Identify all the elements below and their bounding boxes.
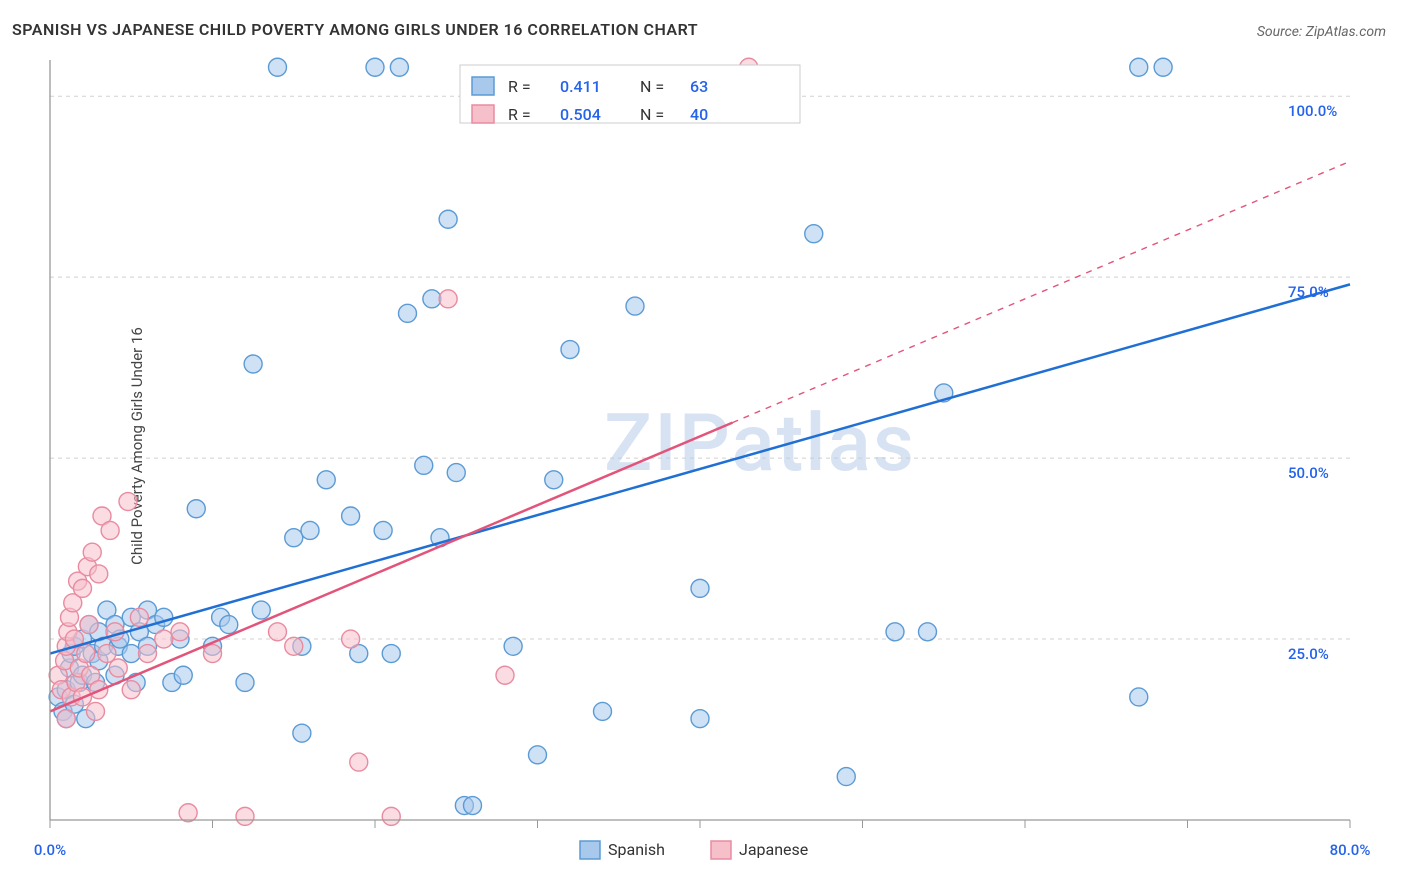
data-point — [1130, 58, 1148, 76]
data-point — [204, 645, 222, 663]
regression-line — [50, 284, 1350, 653]
data-point — [244, 355, 262, 373]
data-point — [447, 464, 465, 482]
legend-n-value: 63 — [690, 77, 708, 96]
watermark: ZIPatlas — [604, 396, 916, 490]
bottom-legend-swatch — [711, 841, 731, 859]
data-point — [269, 58, 287, 76]
data-point — [87, 702, 105, 720]
data-point — [220, 616, 238, 634]
legend-n-value: 40 — [690, 105, 708, 124]
data-point — [1130, 688, 1148, 706]
data-point — [179, 804, 197, 822]
legend-n-label: N = — [640, 105, 664, 124]
legend-n-label: N = — [640, 77, 664, 96]
data-point — [74, 579, 92, 597]
data-point — [187, 500, 205, 518]
data-point — [285, 637, 303, 655]
data-point — [1154, 58, 1172, 76]
data-point — [139, 645, 157, 663]
data-point — [269, 623, 287, 641]
data-point — [691, 710, 709, 728]
data-point — [252, 601, 270, 619]
data-point — [122, 681, 140, 699]
regression-line — [50, 423, 733, 712]
data-point — [342, 507, 360, 525]
data-point — [390, 58, 408, 76]
data-point — [382, 645, 400, 663]
legend-r-value: 0.504 — [560, 105, 601, 124]
data-point — [171, 623, 189, 641]
legend-r-label: R = — [508, 77, 531, 96]
data-point — [529, 746, 547, 764]
data-point — [155, 630, 173, 648]
bottom-legend-swatch — [580, 841, 600, 859]
data-point — [691, 579, 709, 597]
data-point — [236, 673, 254, 691]
data-point — [439, 290, 457, 308]
data-point — [174, 666, 192, 684]
data-point — [496, 666, 514, 684]
data-point — [83, 543, 101, 561]
data-point — [342, 630, 360, 648]
data-point — [57, 710, 75, 728]
data-point — [285, 529, 303, 547]
data-point — [545, 471, 563, 489]
regression-line-dashed — [733, 161, 1351, 422]
data-point — [423, 290, 441, 308]
data-point — [886, 623, 904, 641]
y-tick-label: 100.0% — [1288, 102, 1337, 120]
data-point — [561, 341, 579, 359]
data-point — [293, 724, 311, 742]
data-point — [90, 565, 108, 583]
data-point — [122, 645, 140, 663]
legend-r-value: 0.411 — [560, 77, 601, 96]
data-point — [101, 521, 119, 539]
legend-swatch — [472, 105, 494, 123]
data-point — [415, 456, 433, 474]
data-point — [464, 797, 482, 815]
data-point — [119, 493, 137, 511]
data-point — [350, 753, 368, 771]
data-point — [594, 702, 612, 720]
legend-swatch — [472, 77, 494, 95]
data-point — [626, 297, 644, 315]
x-tick-label: 0.0% — [34, 841, 66, 859]
data-point — [374, 521, 392, 539]
x-tick-label: 80.0% — [1330, 841, 1371, 859]
y-tick-label: 75.0% — [1288, 283, 1329, 301]
data-point — [439, 210, 457, 228]
scatter-plot-svg: ZIPatlas 0.0% 80.0% 25.0% 50.0% 75.0% 100.0% R … — [0, 0, 1406, 892]
y-tick-label: 25.0% — [1288, 645, 1329, 663]
data-point — [504, 637, 522, 655]
data-point — [301, 521, 319, 539]
bottom-legend-label: Japanese — [739, 840, 808, 859]
data-point — [805, 225, 823, 243]
y-tick-label: 50.0% — [1288, 464, 1329, 482]
correlation-chart: SPANISH VS JAPANESE CHILD POVERTY AMONG … — [0, 0, 1406, 892]
data-point — [366, 58, 384, 76]
data-point — [919, 623, 937, 641]
data-point — [837, 768, 855, 786]
bottom-legend-label: Spanish — [608, 840, 665, 859]
legend-r-label: R = — [508, 105, 531, 124]
data-point — [80, 616, 98, 634]
data-point — [399, 304, 417, 322]
data-point — [130, 608, 148, 626]
data-point — [77, 645, 95, 663]
data-point — [382, 807, 400, 825]
data-point — [109, 659, 127, 677]
data-point — [236, 807, 254, 825]
data-point — [317, 471, 335, 489]
